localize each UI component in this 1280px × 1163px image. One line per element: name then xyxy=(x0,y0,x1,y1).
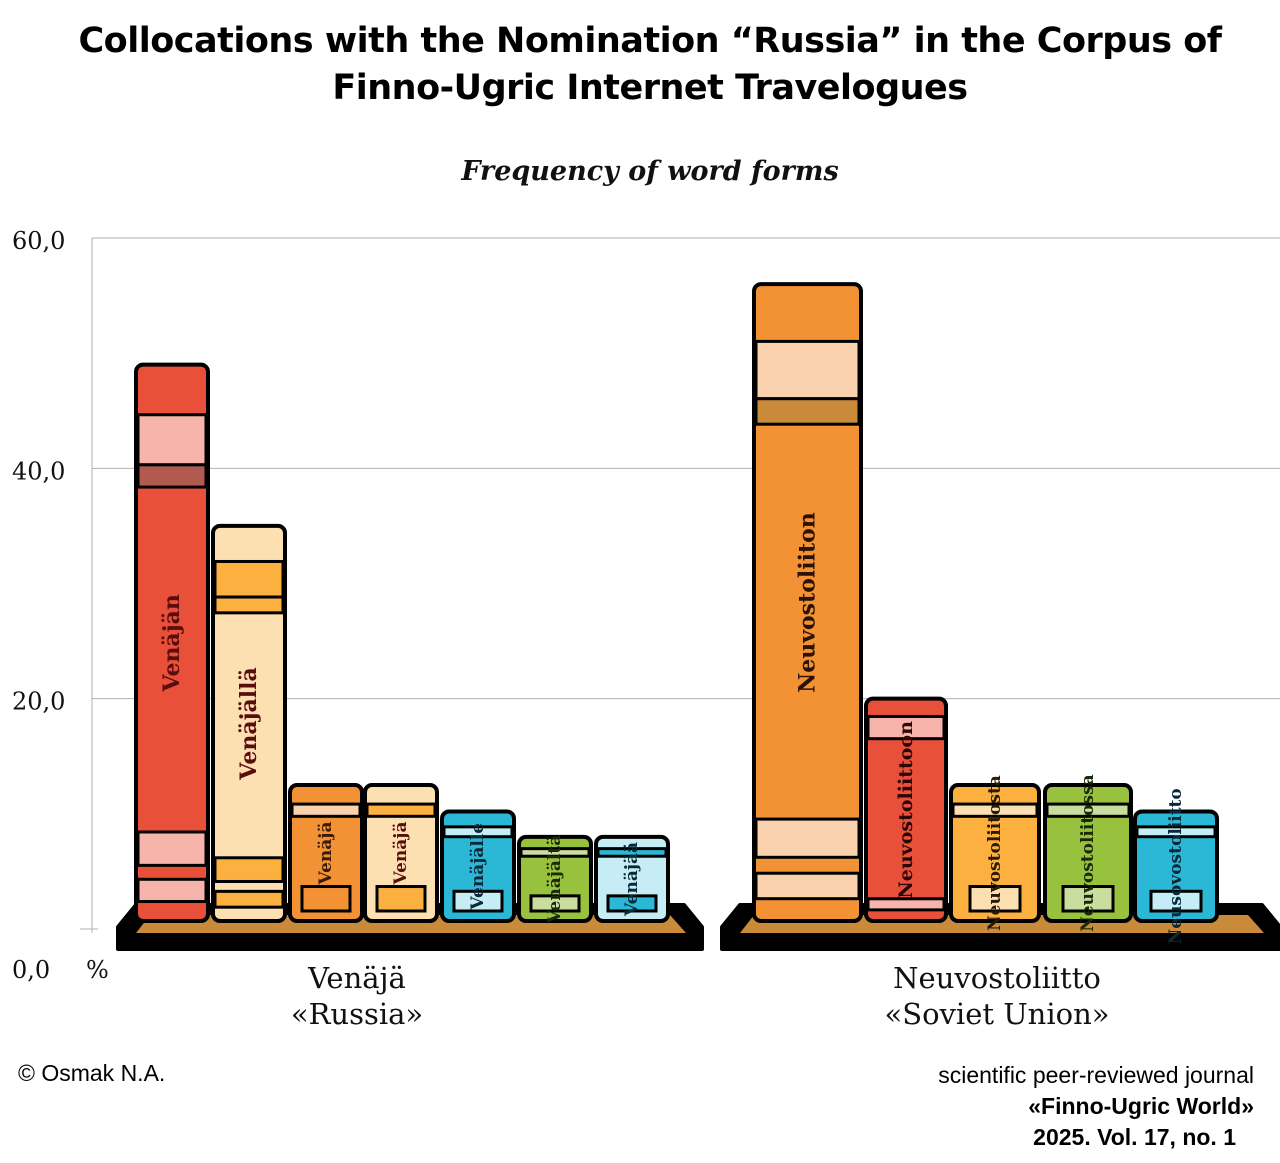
journal-line-1: scientific peer-reviewed journal xyxy=(938,1062,1254,1088)
book-top-stripe xyxy=(951,802,1039,818)
book-label-plate xyxy=(606,894,658,913)
book-top-stripe xyxy=(596,847,668,858)
book-spine-label: Neuvostoliitosta xyxy=(985,775,1005,931)
book-spine-label: Neuvostoliittoon xyxy=(895,721,917,899)
title-line-2: Finno-Ugric Internet Travelogues xyxy=(332,68,968,108)
y-tick-label: 40,0 xyxy=(12,457,65,485)
book-bottom-stripe xyxy=(213,889,285,909)
book-bar: Venäjän xyxy=(134,362,210,923)
book-bar: Venäjä xyxy=(288,783,364,924)
book-spine-label: Venäjältä xyxy=(545,835,565,924)
book-bar: Venäjälle xyxy=(440,809,516,924)
book-bottom-stripe xyxy=(754,817,861,859)
book-bar: Neuvostoliitossa xyxy=(1043,774,1133,932)
book-label-plate xyxy=(1149,889,1203,913)
book-bar: Venäjä xyxy=(363,783,439,924)
book-accent-stripe xyxy=(213,595,285,615)
book-top-stripe xyxy=(1135,825,1217,839)
y-tick-label: 20,0 xyxy=(12,688,65,716)
book-spine-label: Venäjän xyxy=(159,594,185,693)
book-top-stripe xyxy=(213,559,285,599)
book-bottom-stripe xyxy=(136,830,208,867)
book-body xyxy=(752,282,863,924)
book-bar: Venäjää xyxy=(594,834,670,923)
book-spine-label: Neuvostoliitossa xyxy=(1078,774,1098,931)
book-spine-label: Venäjä xyxy=(391,822,411,886)
book-top-stripe xyxy=(519,847,591,858)
book-bar: Neuvostoliiton xyxy=(752,282,863,924)
shelf-group-2: Neuvostoliiton Neuvostoliittoon Neuvostoli… xyxy=(720,282,1280,1031)
book-spine-label: Venäjä xyxy=(316,822,336,886)
y-tick-label: 0,0 xyxy=(12,956,50,984)
book-spine-label: Venäjällä xyxy=(236,667,262,780)
author-credit: © Osmak N.A. xyxy=(18,1060,166,1086)
book-bottom-stripe xyxy=(213,856,285,883)
journal-line-3: 2025. Vol. 17, no. 1 xyxy=(1033,1124,1236,1150)
book-bar: Neusovostoliitto xyxy=(1133,788,1219,944)
book-spine-label: Venäjälle xyxy=(468,823,488,911)
book-body xyxy=(211,523,287,924)
y-tick-label: 60,0 xyxy=(12,227,65,255)
book-bottom-stripe xyxy=(136,877,208,904)
book-top-stripe xyxy=(365,802,437,818)
book-top-stripe xyxy=(866,714,946,741)
book-bar: Venäjällä xyxy=(211,523,287,924)
book-top-stripe xyxy=(290,802,362,818)
book-label-plate xyxy=(529,894,581,913)
book-spine-label: Neusovostoliitto xyxy=(1166,788,1186,944)
group-label-line: Neuvostoliitto xyxy=(893,961,1101,995)
book-label-plate xyxy=(968,885,1022,913)
book-accent-stripe xyxy=(136,463,208,489)
book-top-stripe xyxy=(1045,802,1131,818)
book-label-plate xyxy=(300,885,352,913)
chart-subtitle: Frequency of word forms xyxy=(461,156,839,187)
book-spine-label: Neuvostoliiton xyxy=(795,512,821,693)
shelf-group-1: Venäjän Venäjällä Venäjä Venäjä Venäjälle Ven… xyxy=(116,362,704,1031)
book-bottom-stripe xyxy=(866,897,946,912)
book-label-plate xyxy=(375,885,427,913)
book-top-stripe xyxy=(754,339,861,401)
book-top-stripe xyxy=(442,825,514,839)
book-top-stripe xyxy=(136,413,208,467)
chart-title: Collocations with the Nomination “Russia… xyxy=(40,18,1260,112)
book-label-plate xyxy=(452,889,504,913)
book-spine-label: Venäjää xyxy=(622,842,642,917)
book-bar: Neuvostoliittoon xyxy=(864,696,948,924)
book-bottom-stripe xyxy=(754,871,861,901)
book-bar: Neuvostoliitosta xyxy=(949,775,1041,931)
book-bar: Venäjältä xyxy=(517,835,593,924)
group-label-line: «Russia» xyxy=(291,997,423,1031)
book-label-plate xyxy=(1061,885,1115,913)
gridlines xyxy=(80,237,1280,933)
title-line-1: Collocations with the Nomination “Russia… xyxy=(78,21,1222,61)
journal-line-2: «Finno-Ugric World» xyxy=(1028,1093,1254,1119)
book-accent-stripe xyxy=(754,397,861,426)
group-label-line: «Soviet Union» xyxy=(884,997,1109,1031)
book-body xyxy=(864,696,948,924)
book-body xyxy=(134,362,210,923)
journal-credit: scientific peer-reviewed journal «Finno-… xyxy=(754,1060,1254,1153)
y-unit-label: % xyxy=(86,956,109,984)
group-label-line: Venäjä xyxy=(307,961,406,995)
